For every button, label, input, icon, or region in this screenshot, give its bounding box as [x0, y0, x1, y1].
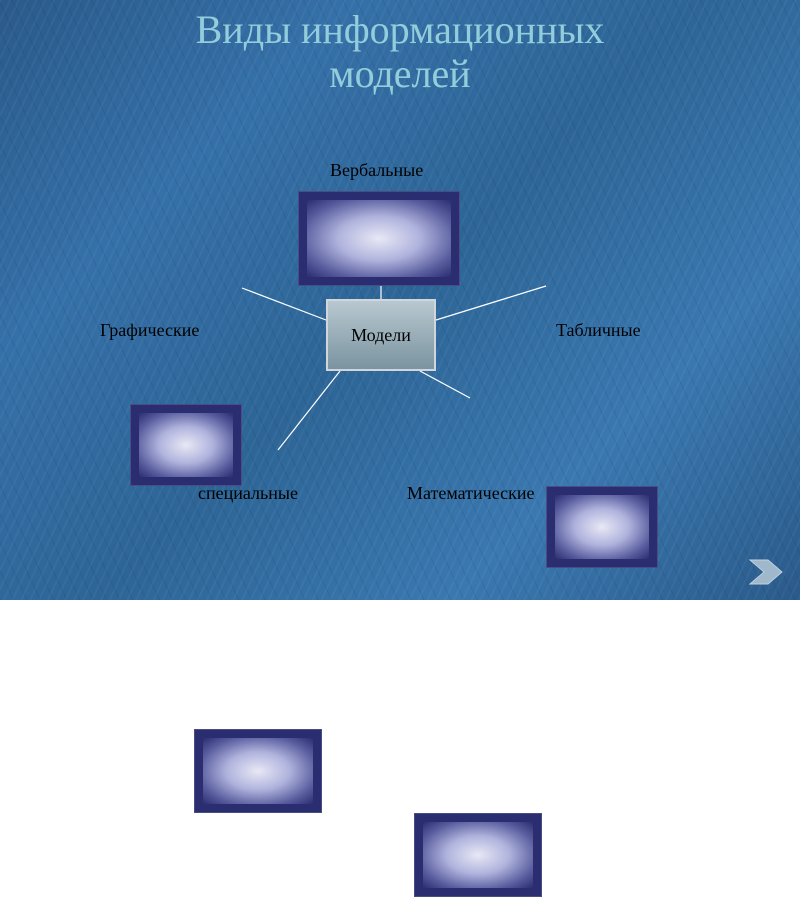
node-tabular — [546, 486, 658, 568]
node-graphic — [130, 404, 242, 486]
node-verbal-label: Вербальные — [330, 160, 423, 181]
node-math — [414, 813, 542, 897]
node-math-label: Математические — [407, 483, 535, 504]
center-node: Модели — [326, 299, 436, 371]
next-slide-button[interactable] — [748, 558, 784, 586]
title-line1: Виды информационных — [0, 8, 800, 52]
center-node-label: Модели — [351, 325, 411, 346]
slide-background: Виды информационных моделей Модели Вербал… — [0, 0, 800, 600]
node-verbal — [298, 191, 460, 286]
title-line2: моделей — [0, 52, 800, 96]
node-special — [194, 729, 322, 813]
slide-title: Виды информационных моделей — [0, 8, 800, 96]
node-graphic-label: Графические — [100, 320, 199, 341]
chevron-right-icon — [748, 558, 784, 586]
node-special-label: специальные — [198, 483, 298, 504]
node-tabular-label: Табличные — [556, 320, 641, 341]
